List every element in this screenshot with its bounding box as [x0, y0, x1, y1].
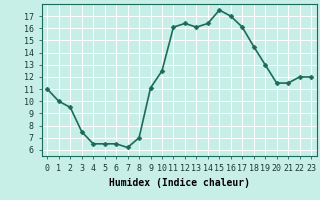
X-axis label: Humidex (Indice chaleur): Humidex (Indice chaleur) — [109, 178, 250, 188]
